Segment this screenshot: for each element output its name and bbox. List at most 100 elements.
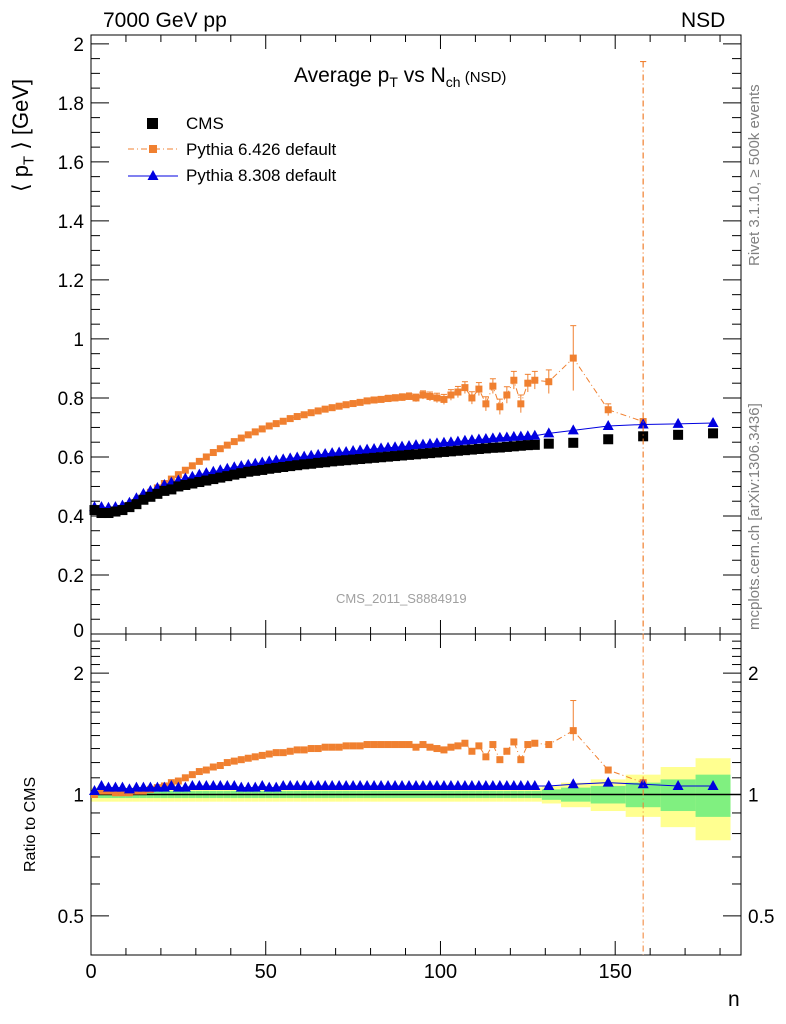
pythia6-point [335,402,343,410]
cms-point [638,431,649,442]
ratio-pythia8-point [529,779,541,790]
cms-point [306,458,317,469]
cms-point [494,442,505,453]
cms-point [278,461,289,472]
y-tick-label: 1.4 [58,212,85,233]
pythia6-point [545,378,553,386]
ratio-pythia8-point [137,781,149,792]
ratio-pythia6-point [335,743,343,751]
ratio-pythia8-point [403,779,415,790]
ratio-pythia6-point [230,757,238,765]
cms-point [327,456,338,467]
cms-point [438,446,449,457]
ratio-pythia8-point [466,779,478,790]
ratio-pythia6-point [419,741,427,749]
ratio-pythia6-point [300,746,308,754]
ratio-y-tick-label: 2 [73,664,84,685]
cms-point [285,461,296,472]
ratio-pythia8-point [291,779,303,790]
ratio-pythia6-point [209,763,217,771]
cms-point [292,460,303,471]
pythia6-point [265,422,273,430]
cms-point [376,452,387,463]
ratio-pythia6-point [195,768,203,776]
ratio-pythia6-point [272,749,280,757]
y-tick-label: 0.4 [58,507,85,528]
legend-marker-pythia6 [149,145,157,153]
y-tick-label: 0 [73,621,84,642]
ratio-pythia6-point [405,741,413,749]
ratio-pythia8-point [445,779,457,790]
x-axis-title: n [728,988,740,1011]
ratio-pythia8-point [459,779,471,790]
ratio-pythia6-point [118,789,126,797]
ratio-pythia6-point [97,787,105,795]
ratio-pythia8-point [165,779,177,790]
cms-point [355,454,366,465]
pythia6-point [604,406,612,414]
pythia6-point [384,395,392,403]
title-main: Average p [294,64,390,87]
cms-point [362,453,373,464]
pythia6-point [377,395,385,403]
ratio-pythia8-point [172,781,184,792]
ratio-pythia8-point [200,779,212,790]
legend-label-pythia8: Pythia 8.308 default [186,166,337,185]
pythia6-point [244,431,252,439]
ratio-pythia8-point [221,779,233,790]
legend-marker-pythia8 [147,170,159,180]
ratio-pythia6-point [258,751,266,759]
ratio-pythia8-point [207,779,219,790]
ratio-y-tick-label-right: 0.5 [748,907,774,928]
ratio-pythia6-point [244,754,252,762]
ratio-pythia8-point [242,781,254,792]
ratio-pythia6-point [524,741,532,749]
y-tick-label: 1.2 [58,271,84,292]
ratio-pythia8-point [438,779,450,790]
ratio-pythia8-point [501,779,513,790]
ratio-pythia6-point [468,747,476,755]
cms-point [348,454,359,465]
pythia6-point [524,379,532,387]
pythia8-series [88,417,719,512]
cms-point [236,468,247,479]
cms-point [264,463,275,474]
cms-point [529,439,540,450]
pythia8-point [567,424,579,435]
cms-point [369,452,380,463]
ratio-pythia8-point [452,779,464,790]
pythia6-point [447,391,455,399]
ratio-pythia6-point [482,753,490,761]
pythia8-point [529,429,541,440]
pythia6-point [454,388,462,396]
pythia6-point [503,391,511,399]
cms-point [473,443,484,454]
cms-point [480,443,491,454]
ratio-pythia8-point [522,779,534,790]
cms-point [215,472,226,483]
ratio-pythia8-point [256,779,268,790]
pythia6-point [307,409,315,417]
cms-point [515,440,526,451]
y-tick-label: 1 [73,330,84,351]
ratio-pythia8-point [326,779,338,790]
ratio-pythia6-point [489,741,497,749]
ratio-pythia8-point [277,779,289,790]
pythia6-point [181,466,189,474]
ratio-pythia8-point [186,779,198,790]
pythia6-series [90,61,647,634]
cms-point [543,438,554,449]
ratio-pythia8-point [361,779,373,790]
cms-point [222,471,233,482]
ratio-pythia6-point [181,774,189,782]
cms-point [145,491,156,502]
cms-point [89,505,100,516]
ratio-pythia6-point [447,743,455,751]
cms-point [152,488,163,499]
ratio-pythia8-point [144,781,156,792]
legend-marker-cms [147,118,158,129]
pythia6-point [531,376,539,384]
title-tail: (NSD) [460,69,507,86]
ratio-pythia6-point [604,766,612,774]
ratio-y-tick-label: 1 [73,786,84,807]
